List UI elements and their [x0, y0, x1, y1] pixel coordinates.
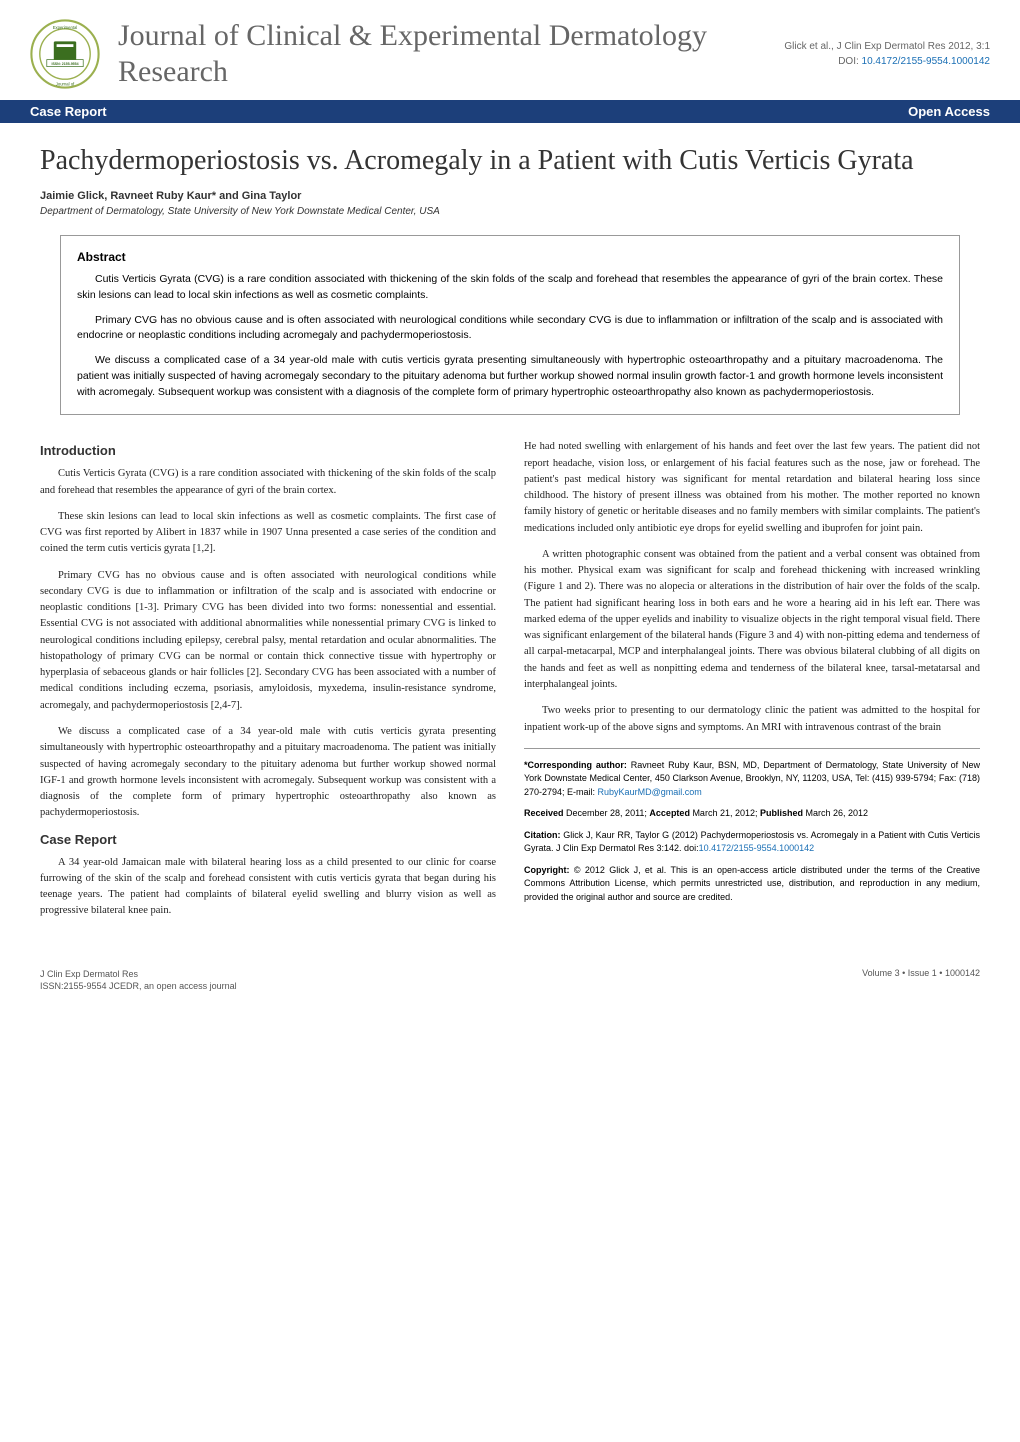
published-value: March 26, 2012: [803, 808, 868, 818]
footer-right: Volume 3 • Issue 1 • 1000142: [862, 968, 980, 993]
abstract-para: Cutis Verticis Gyrata (CVG) is a rare co…: [77, 272, 943, 304]
svg-text:Experimental: Experimental: [53, 25, 78, 30]
corresponding-author: *Corresponding author: Ravneet Ruby Kaur…: [524, 759, 980, 800]
journal-title: Journal of Clinical & Experimental Derma…: [118, 18, 784, 90]
doi-link[interactable]: 10.4172/2155-9554.1000142: [862, 56, 990, 67]
published-label: Published: [760, 808, 803, 818]
section-heading-case-report: Case Report: [40, 832, 496, 847]
band-right: Open Access: [908, 104, 990, 119]
svg-text:ISSN: 2155-9554: ISSN: 2155-9554: [51, 62, 78, 66]
dates-footnote: Received December 28, 2011; Accepted Mar…: [524, 807, 980, 821]
footnote-divider: [524, 748, 980, 749]
copyright-label: Copyright:: [524, 865, 570, 875]
article-title: Pachydermoperiostosis vs. Acromegaly in …: [40, 143, 980, 178]
body-para: We discuss a complicated case of a 34 ye…: [40, 724, 496, 822]
content: Pachydermoperiostosis vs. Acromegaly in …: [0, 123, 1020, 960]
body-para: Primary CVG has no obvious cause and is …: [40, 568, 496, 714]
abstract-box: Abstract Cutis Verticis Gyrata (CVG) is …: [60, 235, 960, 415]
footer-journal-abbrev: J Clin Exp Dermatol Res: [40, 968, 237, 981]
corresponding-label: *Corresponding author:: [524, 760, 627, 770]
page-footer: J Clin Exp Dermatol Res ISSN:2155-9554 J…: [0, 960, 1020, 1009]
citation-line: Glick et al., J Clin Exp Dermatol Res 20…: [784, 39, 990, 54]
footer-issn: ISSN:2155-9554 JCEDR, an open access jou…: [40, 980, 237, 993]
left-column: Introduction Cutis Verticis Gyrata (CVG)…: [40, 439, 496, 929]
body-para: A written photographic consent was obtai…: [524, 547, 980, 693]
body-para: He had noted swelling with enlargement o…: [524, 439, 980, 537]
two-column-body: Introduction Cutis Verticis Gyrata (CVG)…: [40, 439, 980, 929]
citation-doi-link[interactable]: 10.4172/2155-9554.1000142: [699, 843, 815, 853]
abstract-para: Primary CVG has no obvious cause and is …: [77, 313, 943, 345]
accepted-value: March 21, 2012;: [690, 808, 760, 818]
section-band: Case Report Open Access: [0, 100, 1020, 123]
body-para: Cutis Verticis Gyrata (CVG) is a rare co…: [40, 466, 496, 499]
abstract-para: We discuss a complicated case of a 34 ye…: [77, 353, 943, 400]
copyright-footnote: Copyright: © 2012 Glick J, et al. This i…: [524, 864, 980, 905]
body-para: Two weeks prior to presenting to our der…: [524, 703, 980, 736]
affiliation: Department of Dermatology, State Univers…: [40, 206, 980, 217]
band-left: Case Report: [30, 104, 107, 119]
logo-icon: ISSN: 2155-9554 Experimental Journal of: [30, 19, 100, 89]
body-para: A 34 year-old Jamaican male with bilater…: [40, 855, 496, 920]
doi-label: DOI:: [838, 56, 859, 67]
section-heading-introduction: Introduction: [40, 443, 496, 458]
citation-label: Citation:: [524, 830, 561, 840]
authors: Jaimie Glick, Ravneet Ruby Kaur* and Gin…: [40, 190, 980, 202]
header: ISSN: 2155-9554 Experimental Journal of …: [0, 0, 1020, 100]
copyright-text: © 2012 Glick J, et al. This is an open-a…: [524, 865, 980, 902]
email-link[interactable]: RubyKaurMD@gmail.com: [598, 787, 702, 797]
accepted-label: Accepted: [649, 808, 690, 818]
journal-logo: ISSN: 2155-9554 Experimental Journal of: [30, 19, 100, 89]
svg-text:Journal of: Journal of: [56, 82, 75, 87]
right-column: He had noted swelling with enlargement o…: [524, 439, 980, 929]
citation-block: Glick et al., J Clin Exp Dermatol Res 20…: [784, 39, 990, 69]
abstract-heading: Abstract: [77, 250, 943, 264]
doi-line: DOI: 10.4172/2155-9554.1000142: [784, 54, 990, 69]
received-value: December 28, 2011;: [564, 808, 650, 818]
received-label: Received: [524, 808, 564, 818]
body-para: These skin lesions can lead to local ski…: [40, 509, 496, 558]
footer-left: J Clin Exp Dermatol Res ISSN:2155-9554 J…: [40, 968, 237, 993]
citation-footnote: Citation: Glick J, Kaur RR, Taylor G (20…: [524, 829, 980, 856]
